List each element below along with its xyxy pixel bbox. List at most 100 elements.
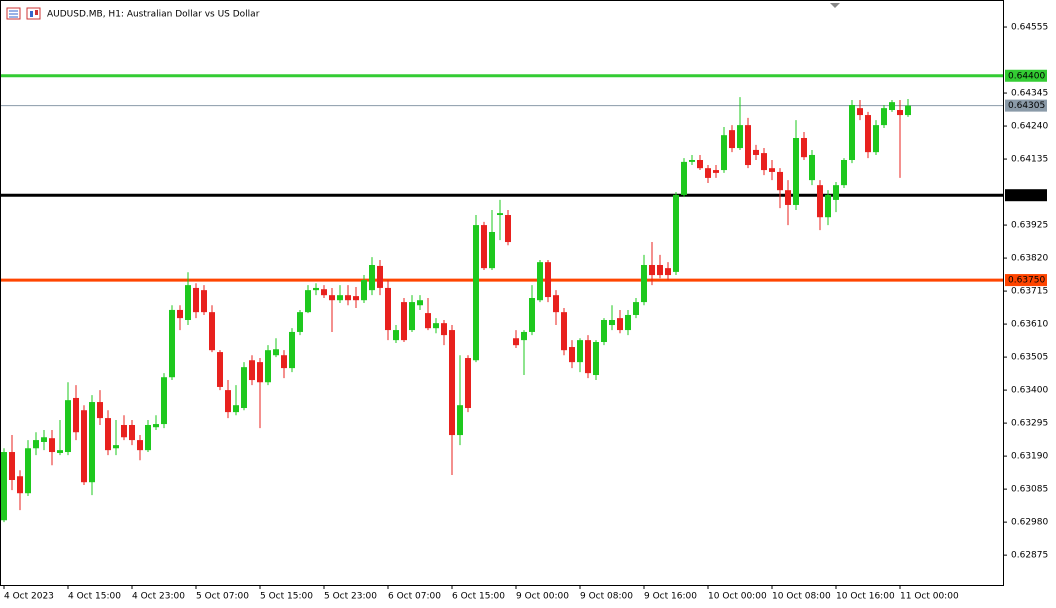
y-tick-label: 0.62980 — [1011, 518, 1048, 528]
level-label: 0.64020 — [1008, 191, 1045, 201]
candle-body — [129, 424, 135, 441]
candle-body — [833, 185, 839, 200]
candle-body — [417, 300, 423, 306]
shift-marker — [830, 3, 840, 8]
x-tick-label: 9 Oct 00:00 — [516, 592, 569, 602]
candle-body — [625, 314, 631, 331]
candle-body — [113, 445, 119, 449]
candle-body — [489, 231, 495, 269]
candle-body — [193, 287, 199, 313]
y-tick-label: 0.62875 — [1011, 551, 1048, 561]
candle-body — [865, 115, 871, 153]
candle-body — [233, 405, 239, 413]
x-tick-label: 11 Oct 00:00 — [900, 592, 959, 602]
candle-body — [57, 450, 63, 453]
candle-body — [289, 331, 295, 369]
candle-body — [433, 323, 439, 329]
candle-body — [225, 390, 231, 413]
candle-body — [305, 290, 311, 313]
candle-body — [745, 125, 751, 166]
y-tick-label: 0.64240 — [1011, 122, 1048, 132]
candle-body — [481, 225, 487, 269]
candle-body — [521, 331, 527, 341]
plot-frame — [0, 0, 1004, 586]
y-tick-label: 0.63400 — [1011, 386, 1048, 396]
candle-body — [777, 171, 783, 191]
candle-body — [241, 367, 247, 409]
candle-body — [593, 342, 599, 376]
candle-body — [9, 452, 15, 481]
x-tick-label: 10 Oct 08:00 — [772, 592, 831, 602]
candle-body — [385, 287, 391, 331]
candle-body — [681, 161, 687, 195]
candle-body — [753, 149, 759, 155]
level-label-box — [1005, 189, 1047, 202]
candle-body — [161, 377, 167, 425]
candle-body — [369, 264, 375, 291]
candle-body — [185, 285, 191, 321]
y-tick-label: 0.63820 — [1011, 254, 1048, 264]
candle-body — [137, 440, 143, 451]
level-label: 0.64400 — [1008, 71, 1045, 81]
candle-body — [121, 424, 127, 438]
candle-body — [649, 264, 655, 276]
level-label-box — [1005, 274, 1047, 287]
candle-body — [873, 125, 879, 153]
x-tick-label: 6 Oct 15:00 — [452, 592, 505, 602]
candle-body — [769, 168, 775, 172]
candle-body — [1, 452, 7, 521]
candle-body — [177, 309, 183, 319]
candle-body — [497, 213, 503, 216]
candle-body — [65, 400, 71, 453]
candle-body — [217, 352, 223, 387]
y-tick-label: 0.64555 — [1011, 23, 1048, 33]
candle-body — [721, 135, 727, 171]
candle-body — [569, 347, 575, 363]
candle-body — [345, 295, 351, 301]
candle-body — [353, 296, 359, 301]
candle-body — [401, 302, 407, 341]
candle-body — [633, 302, 639, 315]
candle-body — [89, 402, 95, 483]
x-tick-label: 5 Oct 07:00 — [196, 592, 249, 602]
level-label-box — [1005, 99, 1047, 112]
candle-body — [905, 105, 911, 116]
candle-body — [17, 476, 23, 494]
candle-body — [73, 397, 79, 433]
candle-body — [25, 448, 31, 494]
candle-body — [265, 350, 271, 383]
y-tick-label: 0.63085 — [1011, 485, 1048, 495]
candle-body — [785, 190, 791, 205]
candle-body — [97, 402, 103, 419]
candle-body — [673, 194, 679, 272]
candle-body — [817, 185, 823, 218]
candle-body — [601, 320, 607, 343]
candle-body — [297, 312, 303, 332]
y-tick-label: 0.63190 — [1011, 452, 1048, 462]
x-tick-label: 5 Oct 15:00 — [260, 592, 313, 602]
candle-body — [457, 405, 463, 436]
candle-body — [313, 287, 319, 291]
candle-body — [857, 108, 863, 116]
candle-body — [393, 330, 399, 341]
candle-body — [609, 320, 615, 326]
candle-body — [689, 160, 695, 162]
candle-body — [153, 424, 159, 428]
candle-body — [537, 262, 543, 301]
candle-body — [529, 298, 535, 332]
level-label-box — [1005, 69, 1047, 82]
candle-body — [425, 313, 431, 329]
toolbar-icons — [6, 7, 41, 20]
candle-body — [321, 289, 327, 296]
candle-body — [761, 153, 767, 171]
x-tick-label: 5 Oct 23:00 — [324, 592, 377, 602]
candle-body — [825, 194, 831, 218]
y-tick-label: 0.64345 — [1011, 89, 1048, 99]
candle-body — [665, 268, 671, 276]
candle-body — [577, 340, 583, 363]
candle-body — [697, 160, 703, 169]
candle-body — [729, 130, 735, 149]
candle-body — [337, 295, 343, 301]
level-label: 0.63750 — [1008, 276, 1045, 286]
